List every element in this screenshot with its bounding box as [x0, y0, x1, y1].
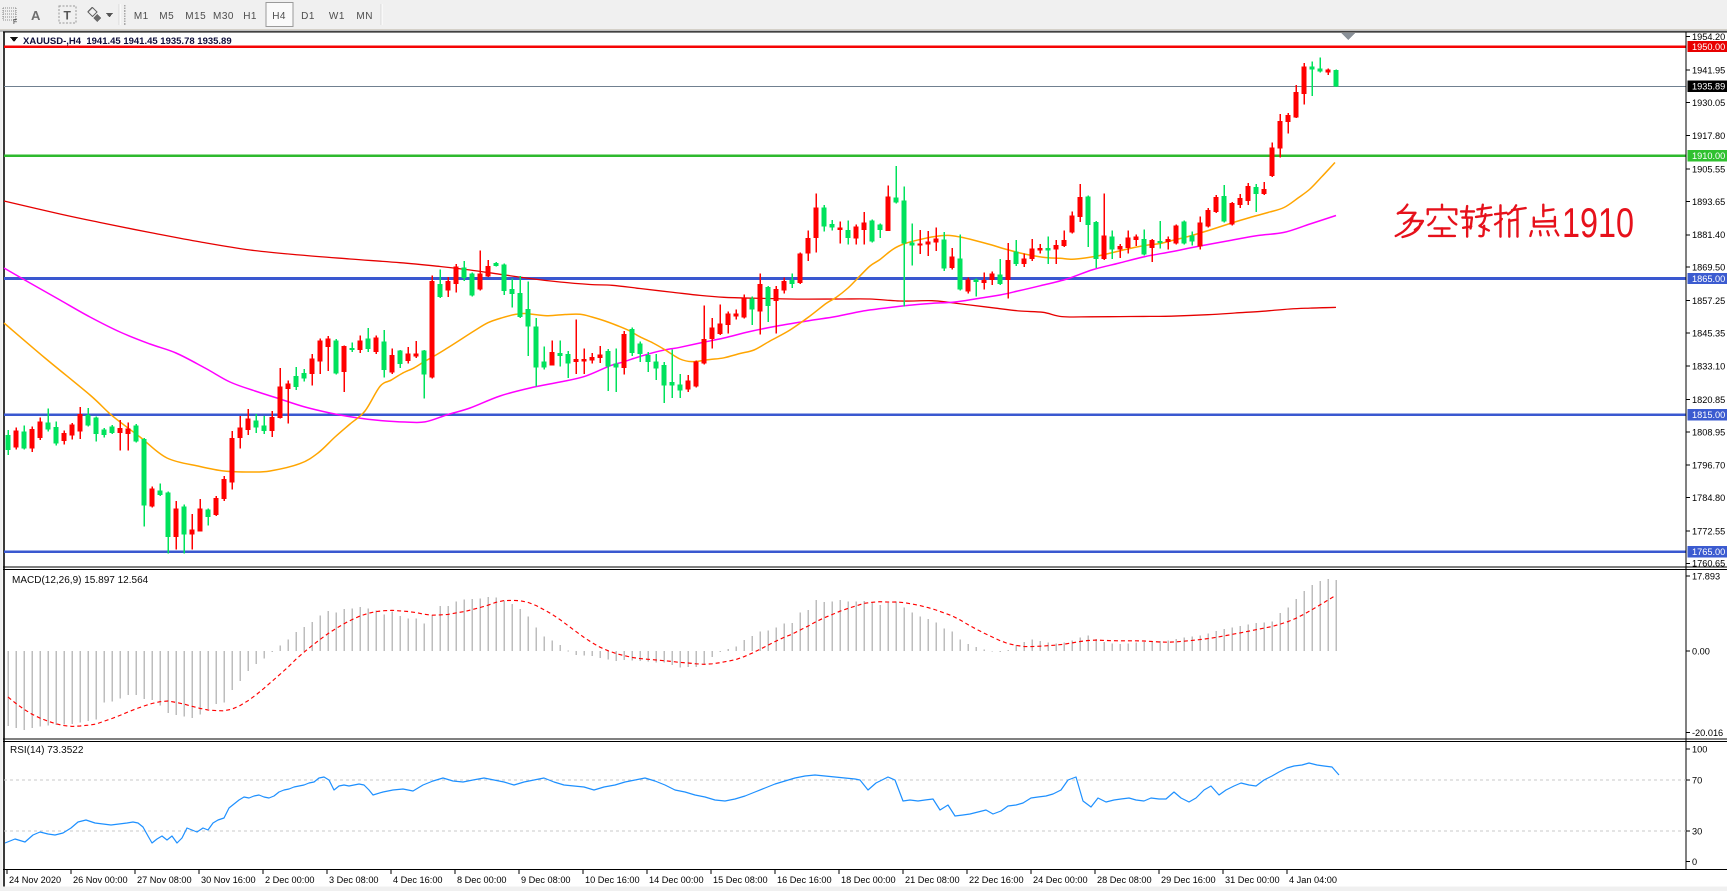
svg-text:28 Dec 08:00: 28 Dec 08:00 — [1097, 875, 1152, 885]
svg-text:3 Dec 08:00: 3 Dec 08:00 — [329, 875, 379, 885]
svg-text:H1: H1 — [243, 11, 257, 22]
svg-text:W1: W1 — [329, 11, 345, 22]
svg-text:1954.20: 1954.20 — [1692, 32, 1725, 42]
svg-text:H4: H4 — [272, 11, 286, 22]
svg-text:1893.65: 1893.65 — [1692, 197, 1725, 207]
svg-text:1935.89: 1935.89 — [1692, 82, 1725, 92]
svg-text:14 Dec 00:00: 14 Dec 00:00 — [649, 875, 704, 885]
svg-text:1917.80: 1917.80 — [1692, 131, 1725, 141]
svg-text:16 Dec 16:00: 16 Dec 16:00 — [777, 875, 832, 885]
svg-text:1784.80: 1784.80 — [1692, 493, 1725, 503]
svg-text:F: F — [13, 19, 17, 26]
svg-text:1796.70: 1796.70 — [1692, 461, 1725, 471]
svg-text:0: 0 — [1692, 857, 1697, 867]
svg-text:-20.016: -20.016 — [1692, 728, 1723, 738]
svg-text:1930.05: 1930.05 — [1692, 98, 1725, 108]
svg-text:27 Nov 08:00: 27 Nov 08:00 — [137, 875, 192, 885]
svg-text:1833.10: 1833.10 — [1692, 362, 1725, 372]
svg-text:A: A — [31, 8, 41, 23]
svg-text:1869.50: 1869.50 — [1692, 263, 1725, 273]
svg-text:29 Dec 16:00: 29 Dec 16:00 — [1161, 875, 1216, 885]
svg-text:M5: M5 — [159, 11, 174, 22]
svg-text:1910.00: 1910.00 — [1692, 151, 1725, 161]
svg-text:M1: M1 — [134, 11, 149, 22]
svg-text:1760.65: 1760.65 — [1692, 559, 1725, 569]
svg-text:10 Dec 16:00: 10 Dec 16:00 — [585, 875, 640, 885]
svg-text:MN: MN — [356, 11, 373, 22]
svg-text:XAUUSD-,H4 1941.45 1941.45 19: XAUUSD-,H4 1941.45 1941.45 1935.78 1935.… — [23, 36, 232, 47]
svg-text:MACD(12,26,9) 15.897 12.564: MACD(12,26,9) 15.897 12.564 — [12, 575, 149, 586]
svg-text:26 Nov 00:00: 26 Nov 00:00 — [73, 875, 128, 885]
svg-text:1950.00: 1950.00 — [1692, 42, 1725, 52]
svg-text:1857.25: 1857.25 — [1692, 296, 1725, 306]
svg-text:1772.55: 1772.55 — [1692, 526, 1725, 536]
svg-text:1820.85: 1820.85 — [1692, 395, 1725, 405]
svg-text:1881.40: 1881.40 — [1692, 230, 1725, 240]
svg-text:70: 70 — [1692, 776, 1702, 786]
svg-text:1765.00: 1765.00 — [1692, 547, 1725, 557]
svg-text:31 Dec 00:00: 31 Dec 00:00 — [1225, 875, 1280, 885]
svg-text:9 Dec 08:00: 9 Dec 08:00 — [521, 875, 571, 885]
svg-text:100: 100 — [1692, 745, 1707, 755]
svg-text:1815.00: 1815.00 — [1692, 410, 1725, 420]
svg-text:30: 30 — [1692, 826, 1702, 836]
svg-text:30 Nov 16:00: 30 Nov 16:00 — [201, 875, 256, 885]
svg-text:18 Dec 00:00: 18 Dec 00:00 — [841, 875, 896, 885]
svg-text:4 Dec 16:00: 4 Dec 16:00 — [393, 875, 443, 885]
svg-text:1808.95: 1808.95 — [1692, 427, 1725, 437]
svg-text:1941.95: 1941.95 — [1692, 65, 1725, 75]
svg-text:D1: D1 — [301, 11, 315, 22]
svg-text:2 Dec 00:00: 2 Dec 00:00 — [265, 875, 315, 885]
svg-text:24 Nov 2020: 24 Nov 2020 — [9, 875, 61, 885]
svg-text:4 Jan 04:00: 4 Jan 04:00 — [1289, 875, 1337, 885]
svg-text:T: T — [64, 9, 72, 23]
svg-text:M30: M30 — [213, 11, 234, 22]
svg-text:M15: M15 — [185, 11, 206, 22]
svg-text:8 Dec 00:00: 8 Dec 00:00 — [457, 875, 507, 885]
svg-text:17.893: 17.893 — [1692, 572, 1720, 582]
svg-text:1905.55: 1905.55 — [1692, 165, 1725, 175]
svg-text:22 Dec 16:00: 22 Dec 16:00 — [969, 875, 1024, 885]
svg-text:24 Dec 00:00: 24 Dec 00:00 — [1033, 875, 1088, 885]
svg-text:1845.35: 1845.35 — [1692, 328, 1725, 338]
svg-text:1865.00: 1865.00 — [1692, 274, 1725, 284]
svg-text:21 Dec 08:00: 21 Dec 08:00 — [905, 875, 960, 885]
svg-text:15 Dec 08:00: 15 Dec 08:00 — [713, 875, 768, 885]
svg-text:0.00: 0.00 — [1692, 646, 1710, 656]
svg-text:RSI(14) 73.3522: RSI(14) 73.3522 — [10, 745, 84, 756]
svg-text:1910: 1910 — [1562, 199, 1634, 246]
